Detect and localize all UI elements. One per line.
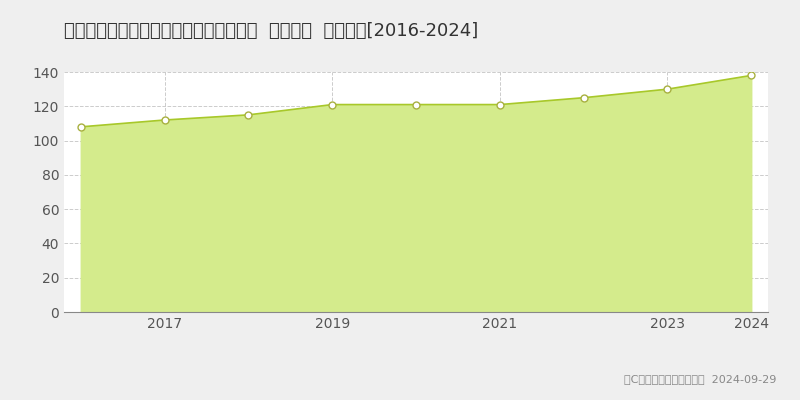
Point (494, 101, 506, 108)
Point (74, 124, 87, 130)
Point (242, 112, 254, 118)
Point (578, 94, 590, 101)
Point (745, 72, 758, 79)
Point (158, 117, 171, 123)
Text: （C）土地価格ドットコム  2024-09-29: （C）土地価格ドットコム 2024-09-29 (624, 374, 776, 384)
Point (326, 101, 338, 108)
Text: 東京都大田区大森南一丁目１６４番５外  基準地価  地価推移[2016-2024]: 東京都大田区大森南一丁目１６４番５外 基準地価 地価推移[2016-2024] (64, 22, 478, 40)
Point (661, 86, 674, 92)
Point (410, 101, 422, 108)
